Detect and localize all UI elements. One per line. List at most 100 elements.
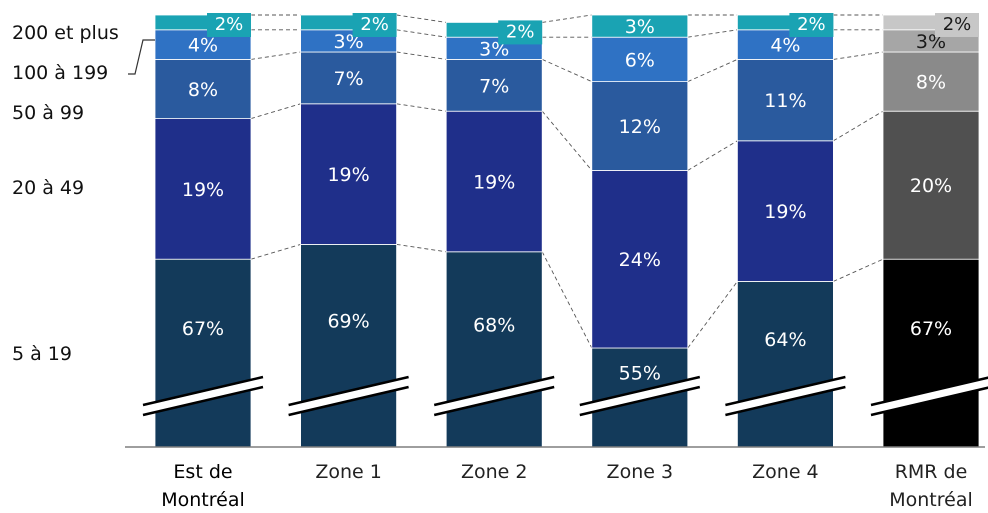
connector-0-0: [250, 243, 301, 260]
connector-1-3: [396, 29, 447, 38]
break-gap-4: [725, 377, 846, 415]
connector-1-0: [396, 243, 447, 253]
break-mark-0: [142, 375, 264, 417]
value-label-zone-1-4: 2%: [360, 14, 389, 35]
connector-2-1: [541, 110, 593, 171]
bar-zone-2-seg-1: [445, 110, 543, 253]
value-label-bg-zone-2-4: [498, 20, 543, 45]
bar-zone-4-seg-0: [737, 280, 834, 448]
value-label-rmr-de-montr-al-1: 20%: [910, 175, 952, 197]
value-label-zone-3-4: 3%: [625, 16, 655, 38]
break-line-b-4: [725, 385, 846, 417]
value-label-est-de-montr-al-0: 67%: [182, 318, 224, 340]
legend-item-2: 50 à 99: [12, 102, 84, 124]
category-label-5-line-1: Montréal: [889, 489, 973, 511]
value-label-est-de-montr-al-3: 4%: [188, 35, 218, 57]
connector-0-2: [250, 51, 301, 60]
legend: 5 à 19 20 à 49 50 à 99 100 à 199 200 et plus: [12, 22, 155, 365]
bar-zone-2-seg-0: [445, 251, 543, 448]
category-labels: Est de Montréal Zone 1 Zone 2 Zone 3 Zone 4 RM…: [161, 461, 973, 511]
value-label-est-de-montr-al-2: 8%: [188, 79, 218, 101]
bar-zone-3-seg-4: [591, 14, 689, 38]
value-label-est-de-montr-al-1: 19%: [182, 179, 224, 201]
break-gap-5: [871, 377, 988, 415]
break-gap-1: [288, 377, 409, 415]
connector-2-0: [541, 251, 593, 349]
break-line-b-1: [288, 385, 409, 417]
break-gap-0: [143, 377, 263, 415]
value-label-zone-4-1: 19%: [764, 201, 806, 223]
break-mark-1: [288, 375, 409, 417]
legend-item-0: 5 à 19: [12, 343, 72, 365]
connector-3-0: [687, 281, 738, 349]
value-label-zone-1-1: 19%: [327, 164, 369, 186]
value-label-zone-4-4: 2%: [797, 14, 826, 35]
value-label-zone-2-2: 7%: [479, 75, 509, 97]
connector-3-3: [687, 29, 738, 38]
break-line-a-0: [142, 375, 264, 407]
legend-item-3: 100 à 199: [12, 62, 108, 84]
bar-rmr-de-montr-al-seg-1: [882, 110, 980, 260]
category-label-2: Zone 2: [461, 461, 528, 483]
break-line-a-4: [725, 375, 846, 407]
connector-4-0: [833, 258, 884, 282]
value-label-zone-4-3: 4%: [770, 35, 800, 57]
value-label-zone-2-0: 68%: [473, 314, 515, 336]
connector-2-2: [542, 58, 592, 83]
bar-zone-3-seg-3: [591, 36, 689, 83]
break-mark-5: [870, 376, 988, 417]
bar-zone-2-seg-2: [445, 59, 543, 112]
bar-zone-3-seg-2: [591, 81, 689, 171]
value-label-bg-zone-4-4: [789, 13, 834, 37]
connector-1-1: [396, 103, 447, 112]
connector-lines: [250, 14, 884, 349]
bar-rmr-de-montr-al-seg-2: [882, 51, 980, 112]
value-label-zone-4-0: 64%: [764, 329, 806, 351]
bar-est-de-montr-al-seg-2: [154, 59, 252, 120]
break-mark-4: [725, 375, 846, 417]
connector-4-1: [833, 110, 884, 142]
category-label-5-line-0: RMR de: [895, 461, 968, 483]
break-line-b-5: [870, 386, 988, 417]
value-label-rmr-de-montr-al-2: 8%: [916, 72, 946, 94]
value-label-rmr-de-montr-al-4: 2%: [943, 14, 972, 35]
bar-est-de-montr-al-seg-1: [154, 118, 252, 260]
value-label-rmr-de-montr-al-0: 67%: [910, 318, 952, 340]
value-label-zone-2-4: 2%: [506, 21, 535, 42]
bar-rmr-de-montr-al-seg-0: [882, 258, 980, 448]
axis-break-marks: [142, 375, 988, 417]
value-label-zone-2-1: 19%: [473, 172, 515, 194]
category-label-1: Zone 1: [315, 461, 382, 483]
break-line-a-5: [870, 376, 988, 407]
value-label-bg-est-de-montr-al-4: [207, 13, 251, 37]
category-label-0-line-0: Est de: [173, 461, 232, 483]
connector-1-2: [396, 51, 447, 60]
bar-zone-4-seg-2: [737, 59, 834, 142]
break-line-a-1: [288, 375, 409, 407]
break-line-a-2: [433, 375, 555, 407]
bar-zone-1-seg-0: [300, 243, 398, 448]
break-line-b-0: [142, 385, 264, 417]
bar-est-de-montr-al-seg-0: [154, 258, 252, 448]
break-line-b-2: [433, 385, 555, 417]
connector-2-4: [542, 14, 592, 23]
value-label-zone-1-2: 7%: [334, 68, 364, 90]
connector-3-2: [687, 58, 738, 83]
connector-3-1: [687, 140, 738, 171]
legend-item-4: 200 et plus: [12, 22, 119, 44]
value-label-zone-1-0: 69%: [327, 311, 369, 333]
break-gap-3: [579, 377, 700, 415]
bar-zone-1-seg-1: [300, 103, 398, 245]
break-mark-2: [433, 375, 555, 417]
value-label-zone-3-1: 24%: [619, 249, 661, 271]
bar-zone-1-seg-2: [300, 51, 398, 105]
connector-0-1: [250, 103, 301, 120]
legend-leader-line: [128, 39, 155, 75]
value-label-bg-rmr-de-montr-al-4: [935, 13, 979, 37]
category-label-0-line-1: Montréal: [161, 489, 245, 511]
bars: 67%19%8%4%2%69%19%7%3%2%68%19%7%3%2%55%2…: [154, 13, 980, 448]
bar-zone-4-seg-1: [737, 140, 834, 282]
value-label-zone-3-0: 55%: [619, 363, 661, 385]
value-label-bg-zone-1-4: [352, 13, 397, 37]
